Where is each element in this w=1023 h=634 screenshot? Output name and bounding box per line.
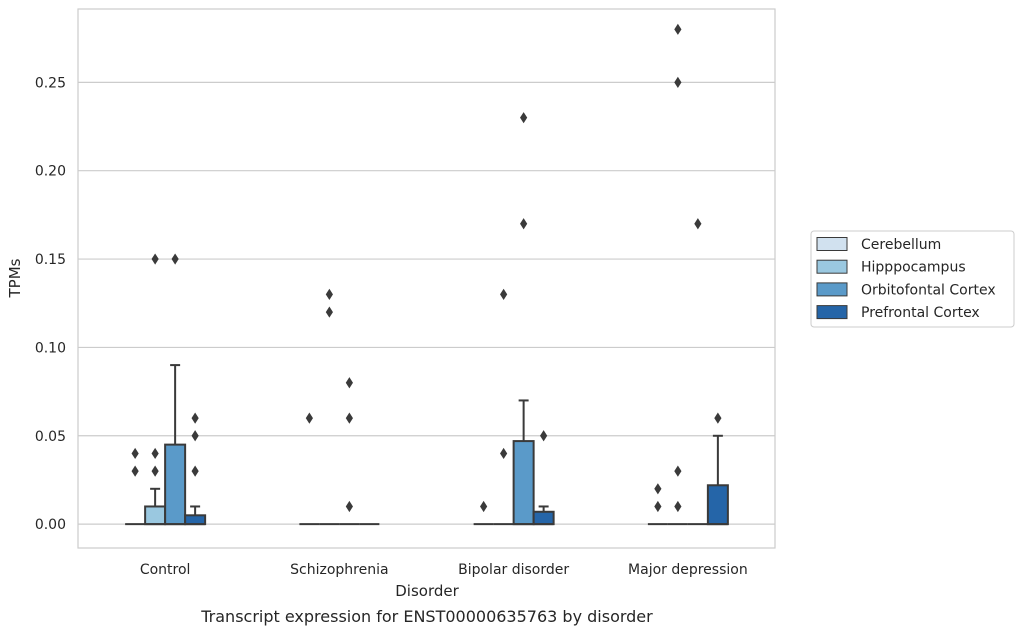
outlier-point	[325, 306, 333, 318]
plot-frame	[77, 8, 776, 549]
outlier-point	[171, 253, 179, 265]
x-axis-label: Disorder	[395, 582, 459, 600]
outlier-point	[325, 288, 333, 301]
box	[144, 505, 167, 526]
outlier-point	[520, 218, 528, 230]
outlier-point	[131, 465, 139, 477]
x-tick-label: Bipolar disorder	[458, 562, 569, 578]
outlier-point	[345, 500, 353, 513]
outlier-point	[305, 412, 313, 424]
y-tick-label: 0.25	[35, 75, 66, 91]
box	[512, 440, 535, 526]
box	[706, 484, 729, 526]
legend-label: Prefrontal Cortex	[861, 305, 980, 321]
outlier-point	[674, 23, 682, 35]
box	[532, 510, 555, 526]
outlier-point	[520, 112, 528, 124]
outlier-point	[654, 500, 662, 513]
legend-label: Orbitofontal Cortex	[861, 282, 996, 298]
outlier-point	[674, 465, 682, 477]
outliers	[131, 23, 722, 513]
x-tick-label: Control	[140, 562, 191, 578]
legend-label: Hipppocampus	[861, 260, 966, 276]
plot-area	[78, 9, 775, 548]
legend-swatch	[816, 282, 848, 297]
box	[164, 443, 187, 526]
legend: Cerebellum Hipppocampus Orbitofontal Corte…	[810, 230, 1015, 328]
outlier-point	[674, 76, 682, 88]
legend-label: Cerebellum	[861, 237, 941, 253]
outlier-point	[151, 253, 159, 265]
boxes	[125, 364, 729, 526]
outlier-point	[191, 412, 199, 424]
outlier-point	[500, 447, 508, 460]
box	[184, 514, 207, 526]
y-axis: 0.00 0.05 0.10 0.15 0.20 0.25	[35, 75, 66, 533]
outlier-point	[151, 465, 159, 477]
outlier-point	[674, 500, 682, 513]
outlier-point	[714, 412, 722, 424]
chart-caption: Transcript expression for ENST0000063576…	[200, 607, 653, 626]
legend-swatch	[816, 237, 848, 251]
outlier-point	[694, 218, 702, 230]
legend-swatch	[816, 259, 848, 274]
outlier-point	[151, 447, 159, 460]
y-tick-label: 0.00	[35, 517, 66, 533]
y-tick-label: 0.10	[35, 340, 66, 356]
outlier-point	[345, 377, 353, 389]
y-tick-label: 0.05	[35, 429, 66, 445]
outlier-point	[540, 430, 548, 442]
outlier-point	[191, 430, 199, 442]
x-tick-label: Major depression	[628, 562, 748, 578]
legend-frame	[810, 230, 1015, 328]
outlier-point	[654, 483, 662, 495]
outlier-point	[131, 447, 139, 460]
y-tick-label: 0.20	[35, 164, 66, 180]
outlier-point	[500, 288, 508, 301]
y-tick-label: 0.15	[35, 252, 66, 268]
outlier-point	[345, 412, 353, 424]
x-tick-label: Schizophrenia	[290, 562, 388, 578]
y-axis-label: TPMs	[6, 258, 24, 298]
outlier-point	[480, 500, 488, 513]
outlier-point	[191, 465, 199, 477]
legend-swatch	[816, 305, 848, 320]
x-axis: Control Schizophrenia Bipolar disorder Majo…	[140, 562, 748, 578]
